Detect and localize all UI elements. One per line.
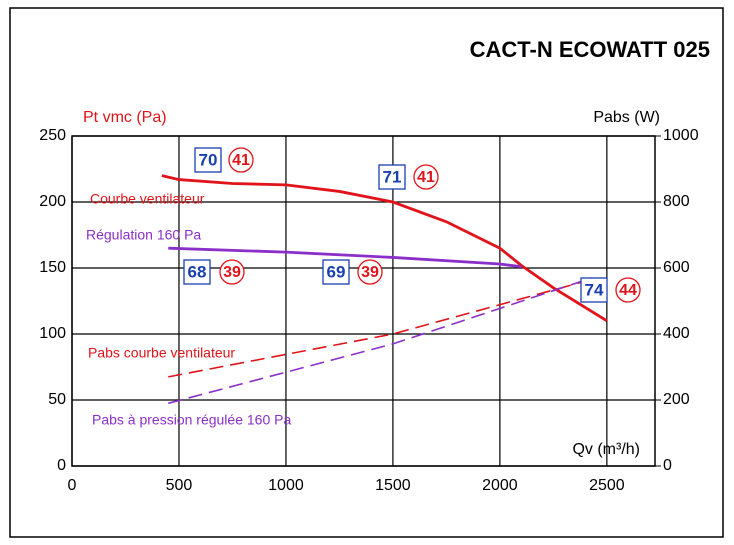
annotation-box-label: 74 [585,280,604,299]
annotation-circle-label: 44 [619,282,637,299]
y-axis-title: Pt vmc (Pa) [83,109,167,126]
y2-tick-label: 0 [663,457,672,474]
annotation-circle [615,277,641,303]
series-label: Régulation 160 Pa [86,227,201,243]
y-tick-label: 100 [39,325,66,342]
series-label: Courbe ventilateur [90,191,205,207]
x-axis-title: Qv (m³/h) [572,441,640,458]
annotation-box-label: 70 [199,150,218,169]
x-tick-label: 0 [68,477,77,494]
annotation-circle [357,259,383,285]
x-tick-label: 1500 [375,477,411,494]
x-tick-label: 1000 [268,477,304,494]
series-line [168,280,586,378]
series-line [161,174,608,322]
y-tick-label: 150 [39,259,66,276]
series-label: Pabs courbe ventilateur [88,345,235,361]
y-tick-label: 50 [48,391,66,408]
annotation-box [194,147,222,173]
y-tick-label: 200 [39,193,66,210]
annotation-circle [413,164,439,190]
series-label: Pabs à pression régulée 160 Pa [92,412,291,428]
annotation-box [183,259,211,285]
annotation-circle [228,147,254,173]
annotation-circle-label: 39 [223,264,241,281]
x-tick-label: 2000 [482,477,518,494]
y2-tick-label: 600 [663,259,690,276]
series-line [168,277,593,405]
y-tick-label: 250 [39,127,66,144]
annotation-box [322,259,350,285]
annotation-box [378,164,406,190]
plot-border [71,135,656,467]
y2-tick-label: 1000 [663,127,699,144]
x-tick-label: 2500 [589,477,625,494]
y2-tick-label: 800 [663,193,690,210]
annotation-circle-label: 41 [417,169,435,186]
chart-title: CACT-N ECOWATT 025 [470,37,710,62]
annotation-circle-label: 41 [232,152,250,169]
y2-tick-label: 200 [663,391,690,408]
x-tick-label: 500 [166,477,193,494]
y2-axis-title: Pabs (W) [593,109,660,126]
y-tick-label: 0 [57,457,66,474]
annotation-box-label: 68 [188,262,207,281]
annotation-box [580,277,608,303]
y2-tick-label: 400 [663,325,690,342]
annotation-box-label: 69 [327,262,346,281]
series-line [168,246,522,269]
annotation-circle-label: 39 [361,264,379,281]
annotation-circle [219,259,245,285]
annotation-box-label: 71 [383,167,402,186]
